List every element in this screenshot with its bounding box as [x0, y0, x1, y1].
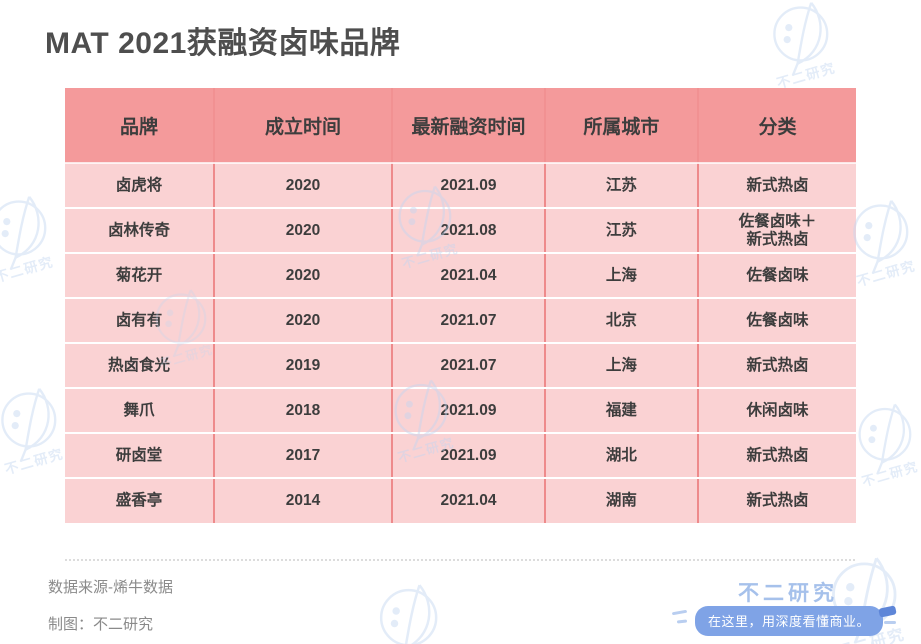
table-row: 热卤食光 2019 2021.07 上海 新式热卤 — [65, 343, 856, 389]
table-cell: 2021.07 — [391, 298, 546, 344]
table-cell: 热卤食光 — [65, 343, 216, 389]
table-cell: 2021.09 — [391, 433, 546, 479]
table-cell: 2020 — [214, 163, 393, 209]
column-header: 所属城市 — [544, 88, 699, 164]
footer-divider — [65, 559, 855, 561]
svg-text:不二研究: 不二研究 — [775, 59, 838, 91]
table-cell: 2018 — [214, 388, 393, 434]
table-cell: 卤林传奇 — [65, 208, 216, 254]
table-cell: 2019 — [214, 343, 393, 389]
table-cell: 上海 — [544, 253, 699, 299]
table-cell: 佐餐卤味＋ 新式热卤 — [697, 208, 856, 254]
svg-text:不二研究: 不二研究 — [3, 445, 66, 477]
table-cell: 菊花开 — [65, 253, 216, 299]
data-source-note: 数据来源-烯牛数据 — [48, 579, 173, 596]
watermark-logo: 不二研究 — [756, 0, 852, 100]
brand-tagline-badge: 在这里，用深度看懂商业。 — [695, 606, 884, 636]
table-cell: 上海 — [544, 343, 699, 389]
badge-dash-decoration — [671, 609, 688, 616]
table-row: 卤有有 2020 2021.07 北京 佐餐卤味 — [65, 298, 856, 344]
column-header: 成立时间 — [214, 88, 393, 164]
table-cell: 2021.08 — [391, 208, 546, 254]
badge-dash-decoration — [676, 619, 688, 624]
table-cell: 2021.09 — [391, 163, 546, 209]
table-cell: 卤有有 — [65, 298, 216, 344]
funded-brands-table: 品牌 成立时间 最新融资时间 所属城市 分类 卤虎将 2020 2021.09 江苏 新式热卤卤… — [65, 88, 856, 523]
column-header: 最新融资时间 — [391, 88, 546, 164]
table-cell: 江苏 — [544, 208, 699, 254]
table-row: 菊花开 2020 2021.04 上海 佐餐卤味 — [65, 253, 856, 299]
table-cell: 2021.04 — [391, 253, 546, 299]
svg-text:不二研究: 不二研究 — [0, 253, 56, 285]
brand-name: 不二研究 — [738, 582, 838, 605]
table-cell: 湖南 — [544, 478, 699, 523]
table-cell: 北京 — [544, 298, 699, 344]
column-header: 分类 — [697, 88, 856, 164]
table-cell: 江苏 — [544, 163, 699, 209]
table-cell: 新式热卤 — [697, 433, 856, 479]
table-row: 卤林传奇 2020 2021.08 江苏 佐餐卤味＋ 新式热卤 — [65, 208, 856, 254]
table-cell: 佐餐卤味 — [697, 298, 856, 344]
table-cell: 福建 — [544, 388, 699, 434]
badge-dash-decoration — [884, 621, 896, 624]
table-cell: 2014 — [214, 478, 393, 523]
table-row: 舞爪 2018 2021.09 福建 休闲卤味 — [65, 388, 856, 434]
watermark-logo: 不二研究 — [0, 188, 70, 294]
table-body: 卤虎将 2020 2021.09 江苏 新式热卤 卤林传奇 2020 2021.08 江苏 佐餐卤… — [65, 163, 856, 523]
table-row: 盛香亭 2014 2021.04 湖南 新式热卤 — [65, 478, 856, 523]
table-cell: 2021.04 — [391, 478, 546, 523]
badge-dash-decoration — [878, 605, 897, 618]
table-cell: 佐餐卤味 — [697, 253, 856, 299]
svg-text:不二研究: 不二研究 — [860, 459, 920, 489]
table-cell: 研卤堂 — [65, 433, 216, 479]
credit-note: 制图：不二研究 — [48, 616, 154, 633]
table-cell: 卤虎将 — [65, 163, 216, 209]
table-header-row: 品牌 成立时间 最新融资时间 所属城市 分类 — [65, 88, 856, 164]
table-row: 卤虎将 2020 2021.09 江苏 新式热卤 — [65, 163, 856, 209]
table-cell: 盛香亭 — [65, 478, 216, 523]
table-cell: 新式热卤 — [697, 478, 856, 523]
table-cell: 2020 — [214, 298, 393, 344]
page-title: MAT 2021获融资卤味品牌 — [45, 27, 401, 60]
table-cell: 2021.07 — [391, 343, 546, 389]
table-cell: 舞爪 — [65, 388, 216, 434]
table-cell: 2021.09 — [391, 388, 546, 434]
table-cell: 新式热卤 — [697, 163, 856, 209]
table-cell: 新式热卤 — [697, 343, 856, 389]
column-header: 品牌 — [65, 88, 216, 164]
table-cell: 湖北 — [544, 433, 699, 479]
table-cell: 2020 — [214, 253, 393, 299]
table-cell: 2020 — [214, 208, 393, 254]
watermark-logo: 不二研究 — [362, 576, 462, 644]
svg-text:不二研究: 不二研究 — [855, 257, 918, 289]
table-cell: 休闲卤味 — [697, 388, 856, 434]
table-row: 研卤堂 2017 2021.09 湖北 新式热卤 — [65, 433, 856, 479]
table-cell: 2017 — [214, 433, 393, 479]
